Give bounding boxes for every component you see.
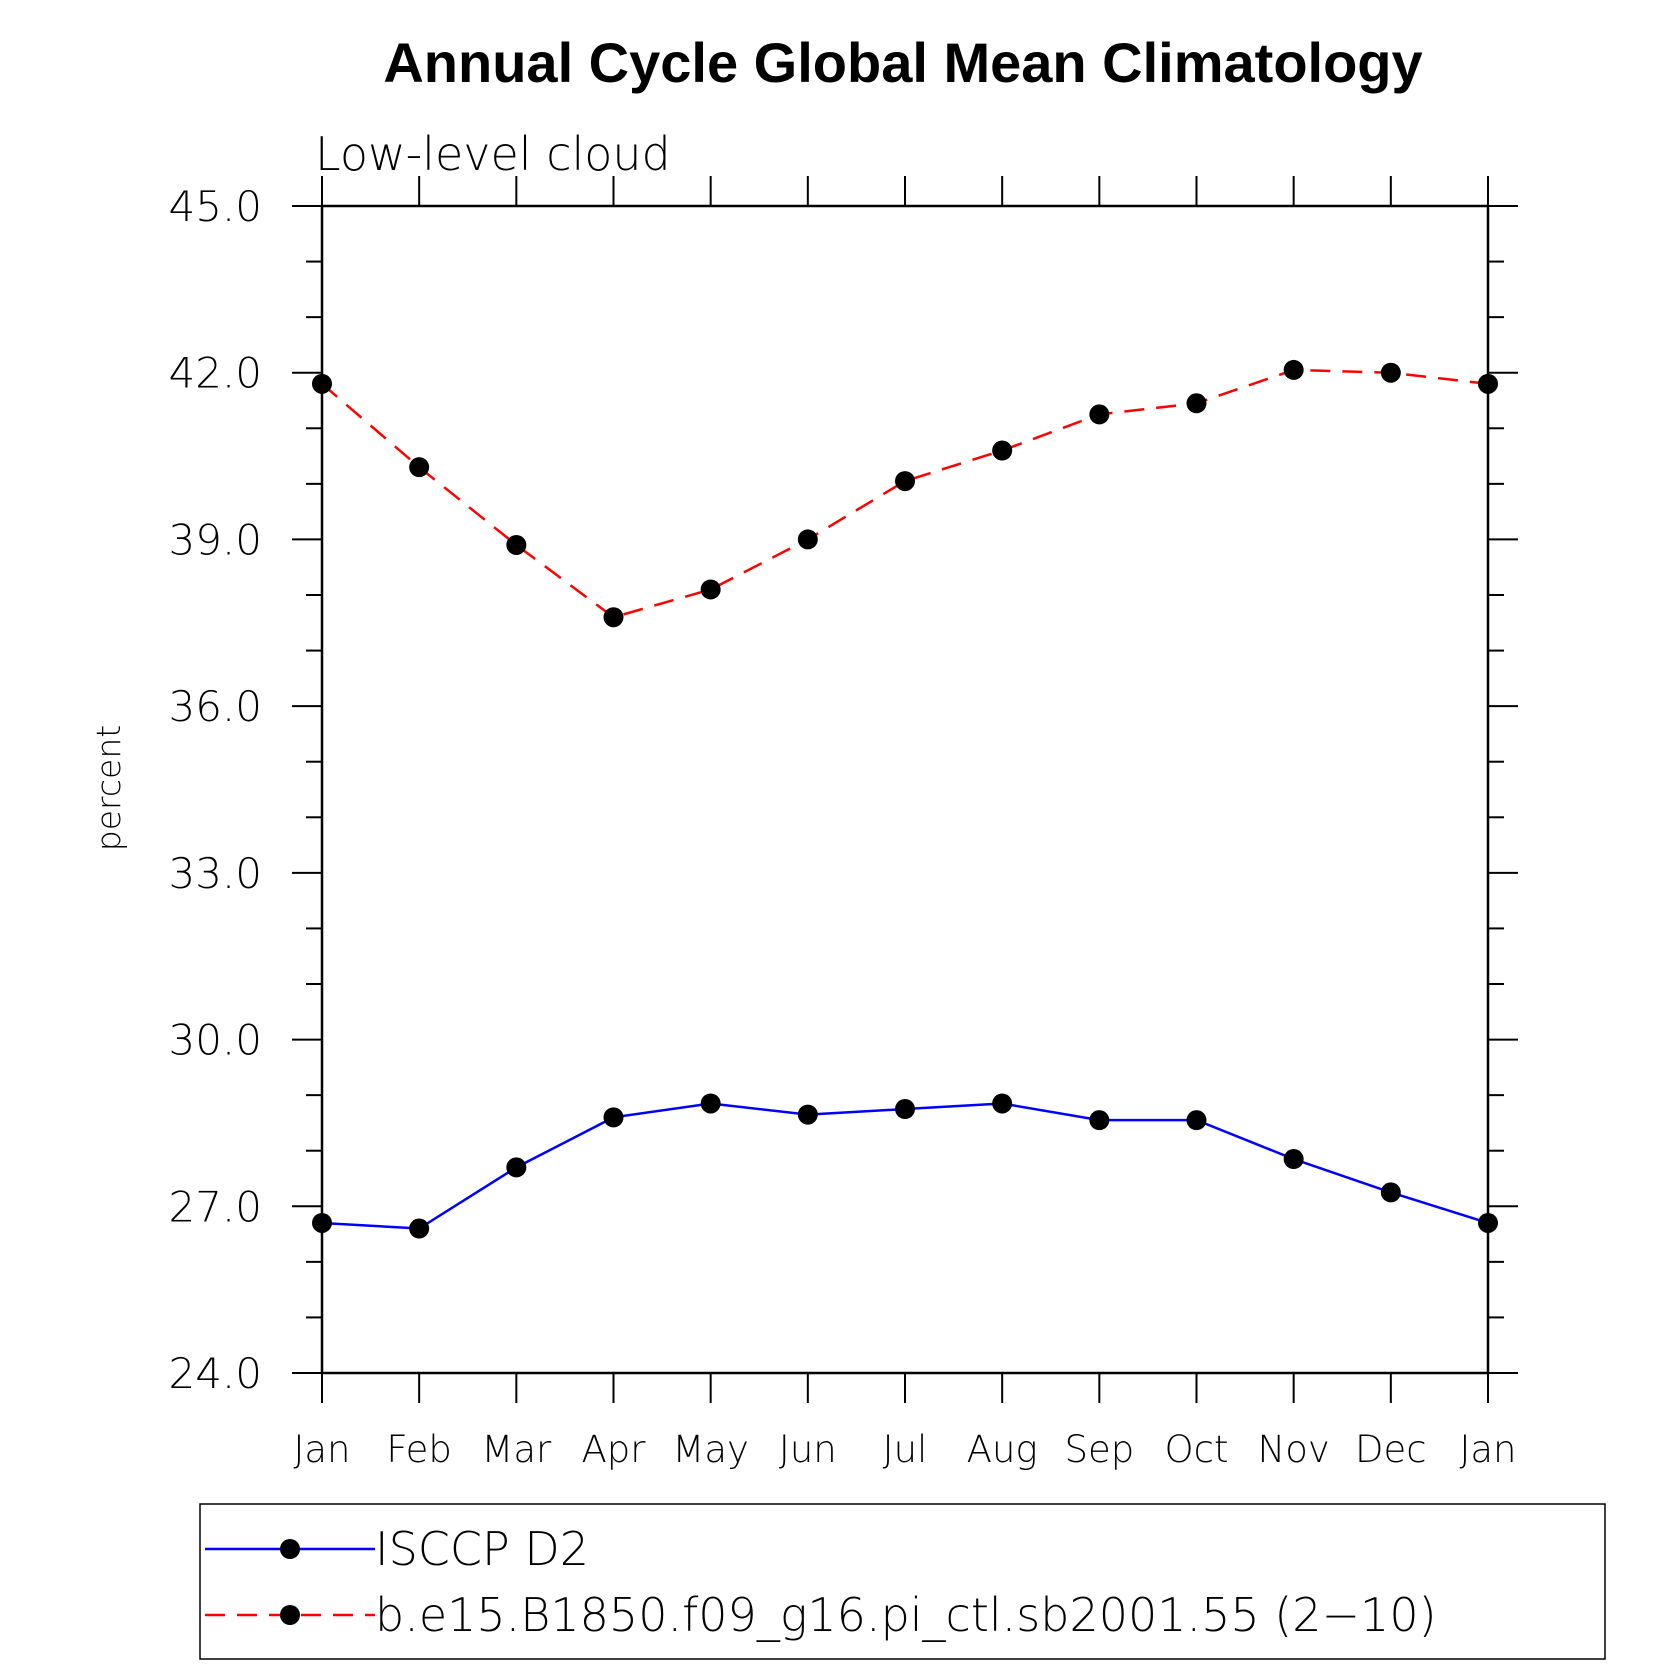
chart-title: Annual Cycle Global Mean Climatology bbox=[383, 31, 1422, 94]
series-0-point bbox=[409, 1218, 430, 1239]
legend-marker-isccp bbox=[280, 1539, 300, 1559]
y-axis-label: percent bbox=[89, 725, 128, 851]
x-tick-label: Dec bbox=[1355, 1428, 1427, 1471]
series-1-point bbox=[1283, 359, 1304, 380]
x-tick-label: Aug bbox=[967, 1428, 1038, 1471]
series-0-point bbox=[1478, 1212, 1498, 1233]
series-1-point bbox=[1380, 362, 1401, 383]
legend-label-isccp: ISCCP D2 bbox=[375, 1522, 589, 1576]
x-tick-label: Apr bbox=[581, 1428, 646, 1471]
series-0-point bbox=[1089, 1110, 1110, 1131]
legend-label-model: b.e15.B1850.f09_g16.pi_ctl.sb2001.55 (2−… bbox=[375, 1588, 1437, 1642]
chart-subtitle: Low-level cloud bbox=[315, 127, 671, 181]
series-line-0 bbox=[321, 1102, 1489, 1230]
series-0-point bbox=[1283, 1149, 1304, 1170]
series-0-point bbox=[700, 1093, 721, 1114]
series-1-point bbox=[1089, 404, 1110, 425]
y-tick-label: 24.0 bbox=[168, 1349, 262, 1398]
y-tick-label: 45.0 bbox=[168, 182, 262, 231]
series-1-point bbox=[312, 373, 332, 394]
x-tick-label: Feb bbox=[386, 1428, 452, 1471]
series-1-point bbox=[700, 579, 721, 600]
series-1-point bbox=[992, 440, 1013, 461]
x-tick-label: Jan bbox=[1459, 1428, 1516, 1471]
y-tick-label: 33.0 bbox=[168, 849, 262, 898]
legend-box bbox=[199, 1503, 1606, 1660]
x-tick-label: Jul bbox=[883, 1428, 928, 1471]
x-tick-label: Oct bbox=[1165, 1428, 1229, 1471]
series-0-point bbox=[797, 1104, 818, 1125]
series-1-point bbox=[895, 471, 915, 492]
y-tick-label: 27.0 bbox=[168, 1182, 262, 1231]
series-1-point bbox=[797, 529, 818, 550]
x-tick-label: Sep bbox=[1064, 1428, 1134, 1471]
x-tick-label: Nov bbox=[1258, 1428, 1330, 1471]
series-0-point bbox=[312, 1212, 332, 1233]
series-0-point bbox=[895, 1099, 915, 1120]
y-tick-label: 39.0 bbox=[168, 515, 262, 564]
series-1-point bbox=[409, 457, 430, 478]
series-1-point bbox=[603, 607, 624, 628]
legend: ISCCP D2 b.e15.B1850.f09_g16.pi_ctl.sb20… bbox=[199, 1503, 1606, 1660]
series-1-point bbox=[1478, 373, 1498, 394]
x-tick-label: May bbox=[672, 1428, 749, 1471]
legend-marker-model bbox=[280, 1605, 300, 1625]
x-tick-label: Jun bbox=[779, 1428, 837, 1471]
x-tick-label: Mar bbox=[481, 1428, 552, 1471]
plot-area bbox=[312, 359, 1498, 1239]
y-tick-label: 36.0 bbox=[168, 682, 262, 731]
axes: 24.0 27.0 30.0 33.0 36.0 39.0 42.0 45.0 Jan Feb Ma… bbox=[168, 176, 1518, 1471]
series-0-point bbox=[1186, 1110, 1207, 1131]
series-0-point bbox=[1380, 1182, 1401, 1203]
y-tick-label: 42.0 bbox=[168, 349, 262, 398]
series-0-point bbox=[992, 1093, 1013, 1114]
series-0-point bbox=[603, 1107, 624, 1128]
series-0-point bbox=[506, 1157, 527, 1178]
plot-frame bbox=[320, 204, 1490, 1375]
series-1-point bbox=[1186, 393, 1207, 414]
x-tick-label: Jan bbox=[293, 1428, 350, 1471]
series-line-1 bbox=[321, 368, 1489, 619]
y-tick-label: 30.0 bbox=[168, 1016, 262, 1065]
series-1-point bbox=[506, 534, 527, 555]
